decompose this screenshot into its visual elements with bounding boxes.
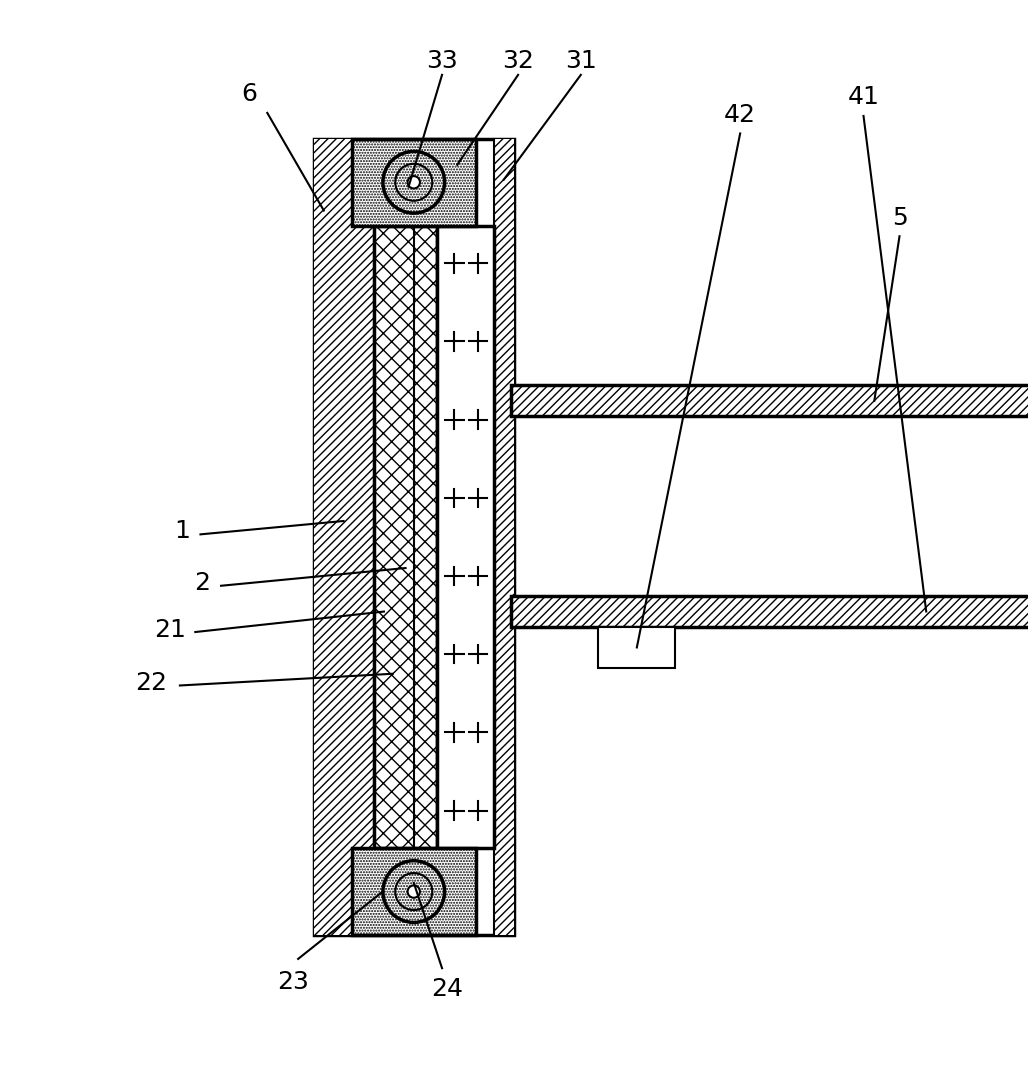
Text: 42: 42 [724, 103, 757, 127]
Text: 33: 33 [427, 50, 457, 73]
Bar [314, 138, 374, 935]
Text: 41: 41 [847, 85, 880, 109]
Text: 23: 23 [277, 970, 309, 994]
Bar [352, 138, 476, 226]
Bar [511, 385, 1028, 416]
Bar [352, 138, 476, 226]
Bar [314, 138, 514, 935]
Text: 2: 2 [194, 571, 211, 595]
Bar [511, 596, 1028, 627]
Text: 22: 22 [135, 671, 168, 696]
Bar [352, 848, 476, 935]
Text: 1: 1 [174, 519, 190, 543]
Circle shape [407, 176, 419, 189]
Bar [352, 848, 476, 935]
Bar [598, 627, 675, 668]
Text: 32: 32 [502, 50, 535, 73]
Text: 24: 24 [431, 976, 464, 1000]
Text: 21: 21 [153, 618, 186, 642]
Circle shape [407, 886, 419, 898]
Bar [511, 596, 1028, 627]
Bar [494, 138, 514, 935]
Text: 6: 6 [241, 82, 257, 107]
Bar [438, 226, 494, 848]
Text: 31: 31 [565, 50, 596, 73]
Text: 5: 5 [891, 206, 908, 230]
Bar [511, 385, 1028, 416]
Bar [374, 226, 438, 848]
